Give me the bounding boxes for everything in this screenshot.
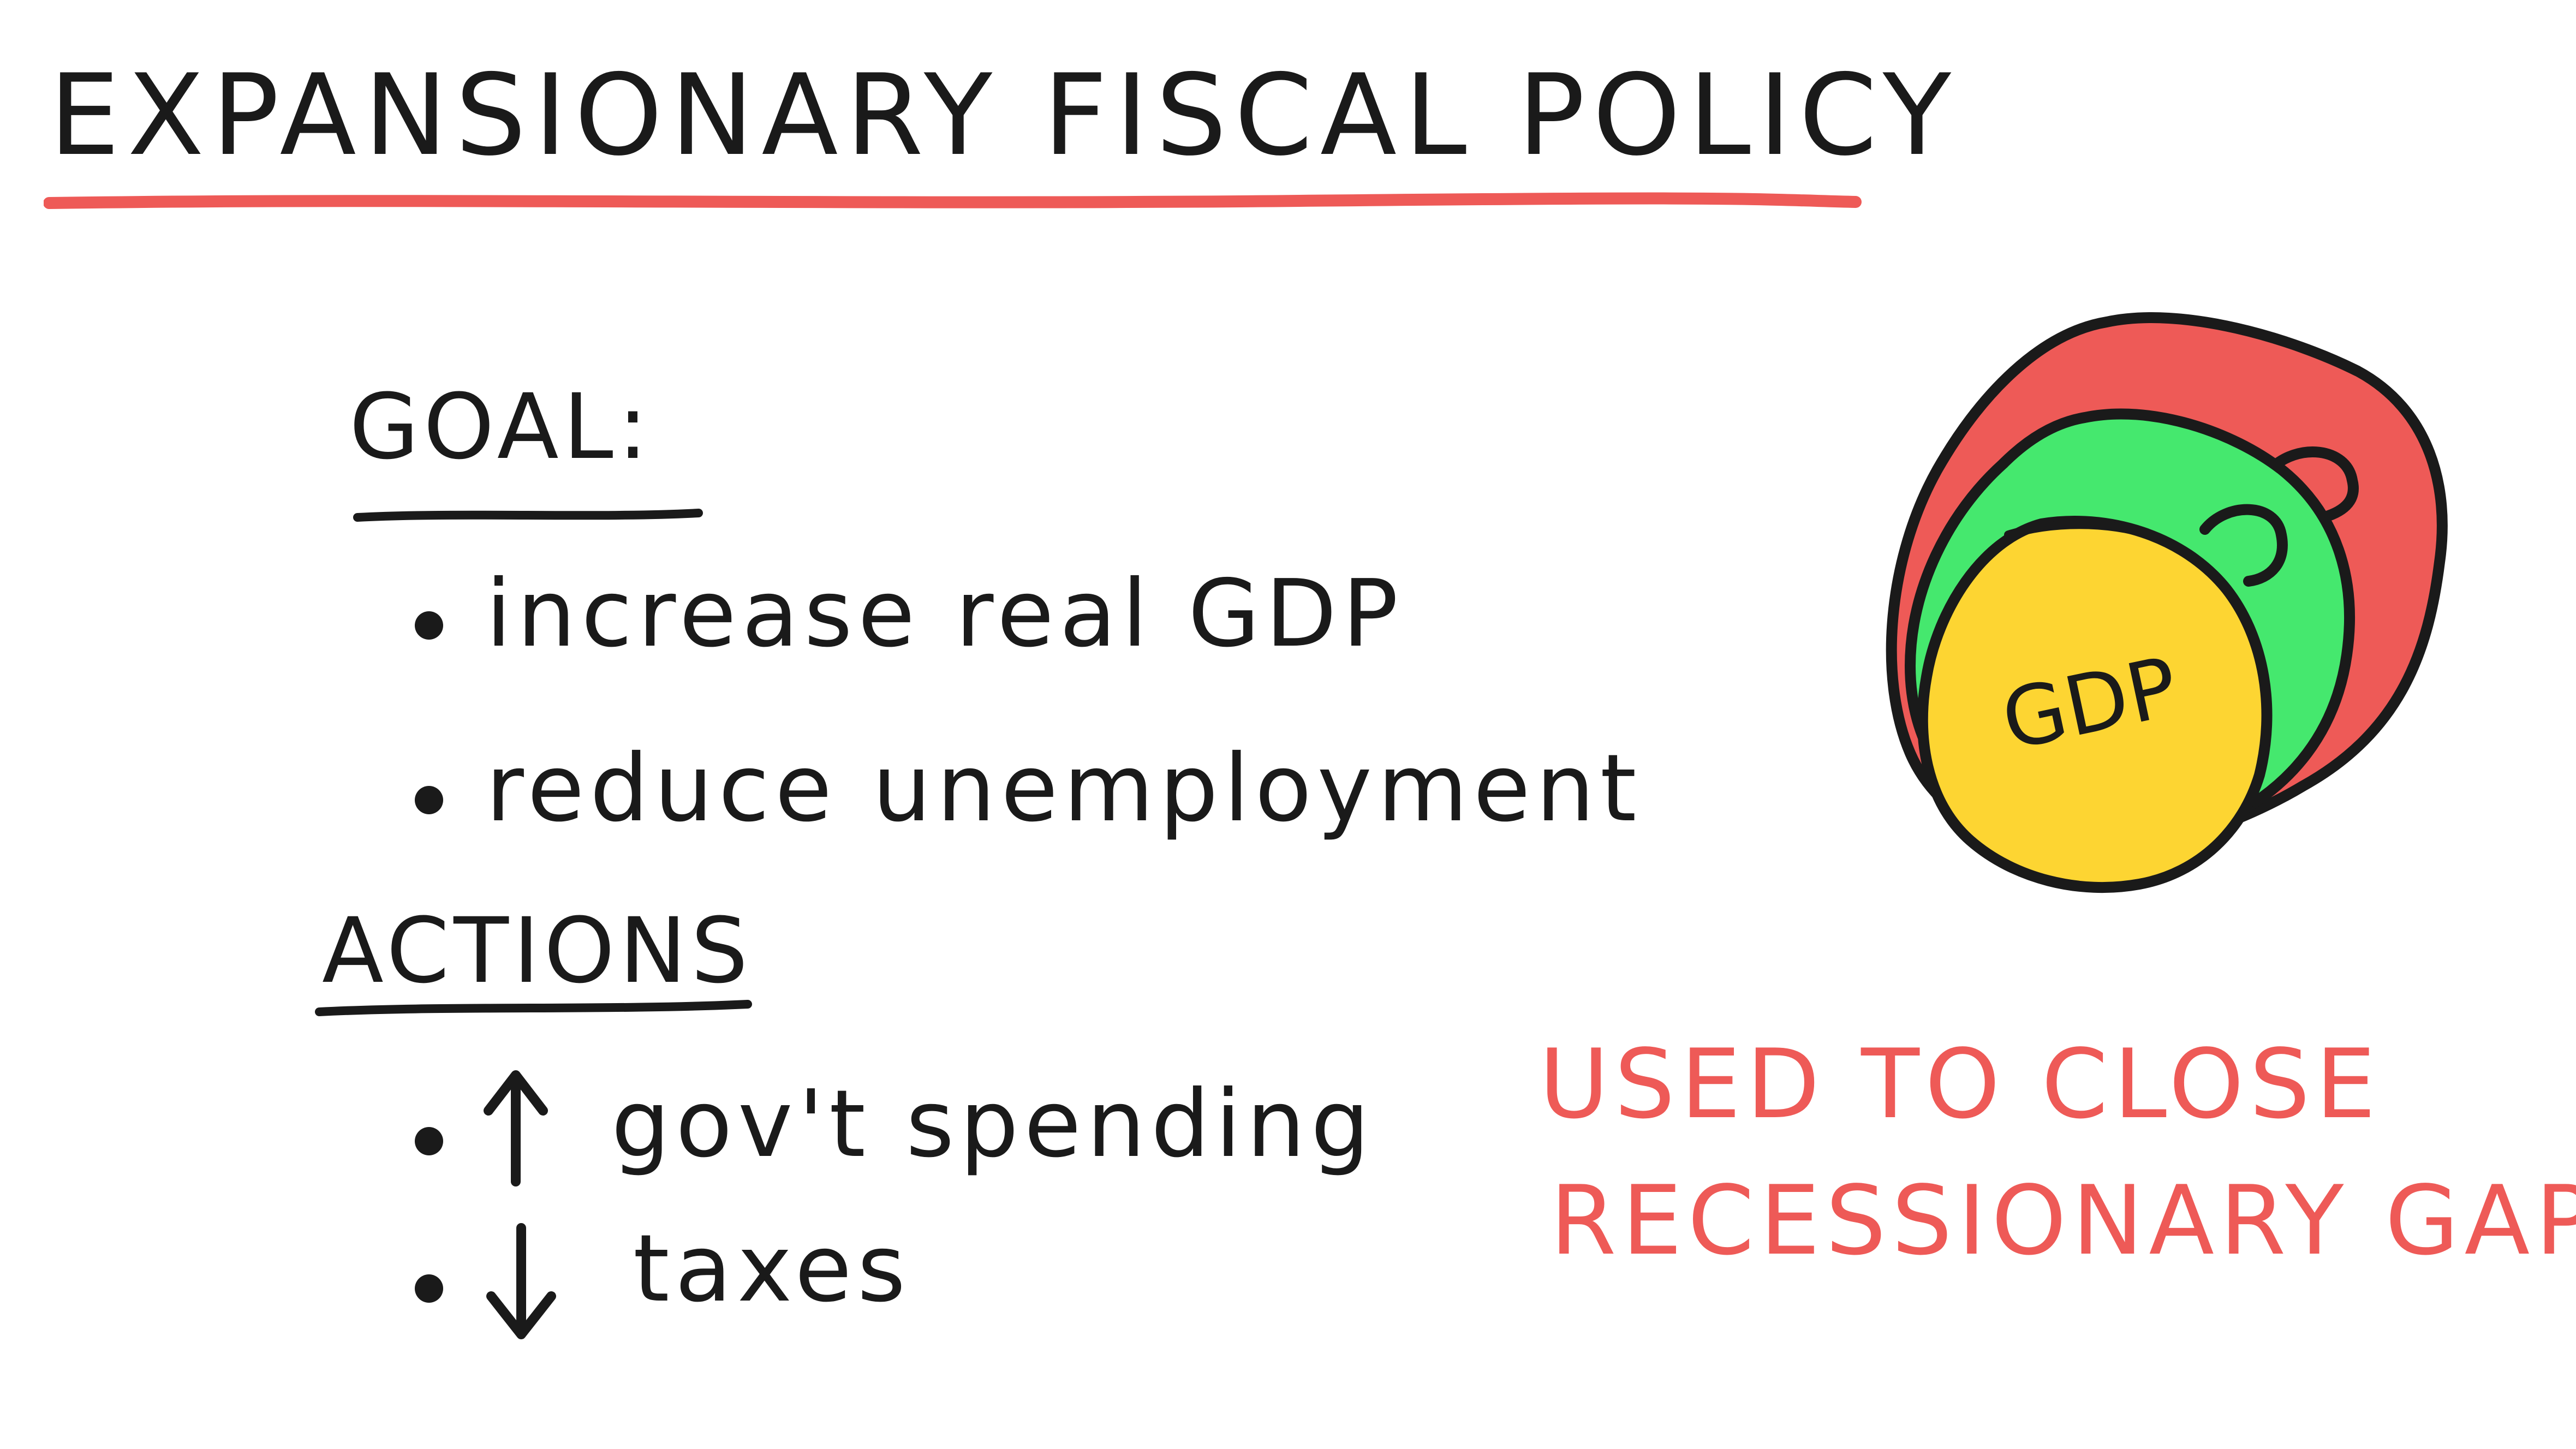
- goal-item-increase-gdp: increase real GDP: [486, 560, 1404, 668]
- goal-underline: [353, 509, 703, 522]
- middle-blob-handle: [2199, 504, 2288, 587]
- bullet-dot: [415, 1274, 443, 1303]
- outer-blob-handle: [2265, 446, 2359, 524]
- goal-heading: GOAL:: [349, 374, 653, 479]
- bullet-dot: [415, 786, 443, 814]
- down-arrow-icon: [486, 1223, 556, 1339]
- gdp-growth-illustration: GDP: [1886, 312, 2448, 893]
- bullet-dot: [415, 1127, 443, 1155]
- goal-item-reduce-unemployment: reduce unemployment: [486, 735, 1642, 843]
- bullet-dot: [415, 611, 443, 640]
- actions-item-spending: gov't spending: [611, 1070, 1375, 1178]
- title-underline: [44, 192, 1862, 209]
- page-title: EXPANSIONARY FISCAL POLICY: [49, 51, 1959, 181]
- actions-heading: ACTIONS: [322, 898, 753, 1003]
- inner-gdp-blob: [1917, 516, 2273, 893]
- note-line-1: USED TO CLOSE: [1539, 1029, 2382, 1140]
- actions-underline: [315, 1000, 752, 1016]
- actions-item-taxes: taxes: [633, 1215, 911, 1323]
- up-arrow-icon: [484, 1070, 548, 1186]
- note-line-2: RECESSIONARY GAP: [1550, 1166, 2576, 1277]
